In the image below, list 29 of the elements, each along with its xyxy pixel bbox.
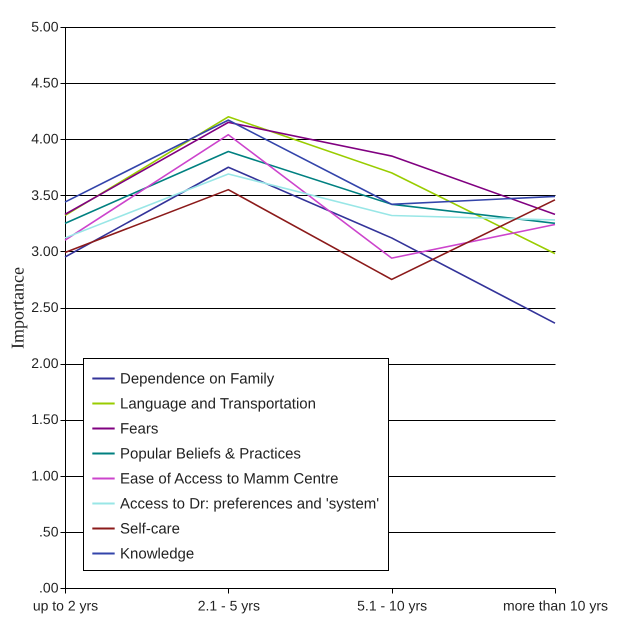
y-tick-label: 3.00 (31, 242, 59, 259)
y-tick-label: 1.50 (31, 411, 59, 428)
legend-label: Popular Beliefs & Practices (120, 446, 301, 462)
y-tick-label: .50 (39, 523, 59, 540)
legend-label: Self-care (120, 520, 180, 538)
line-series (64, 173, 556, 239)
y-tick-label: 2.00 (31, 355, 59, 372)
line-series (64, 188, 556, 280)
x-tick-label: up to 2 yrs (32, 598, 98, 614)
legend-label: Ease of Access to Mamm Centre (120, 470, 338, 488)
y-tick-label: 3.50 (31, 186, 59, 203)
legend-label: Fears (120, 420, 158, 438)
line-series (64, 166, 556, 324)
x-tick-label: 2.1 - 5 yrs (198, 598, 260, 614)
y-tick-label: 5.00 (31, 18, 59, 34)
line-series (64, 116, 556, 254)
legend-label: Dependence on Family (120, 370, 275, 388)
y-tick-label: 1.00 (31, 467, 59, 484)
y-tick-label: 2.50 (31, 299, 59, 315)
line-series (64, 134, 556, 259)
legend-label: Access to Dr: preferences and 'system' (120, 496, 380, 512)
legend-label: Knowledge (120, 546, 194, 562)
legend-label: Language and Transportation (120, 396, 316, 412)
y-tick-label: 4.50 (31, 74, 59, 91)
y-tick-label: .00 (39, 580, 59, 596)
x-tick-label: more than 10 yrs (502, 598, 608, 614)
x-tick-label: 5.1 - 10 yrs (357, 598, 428, 614)
y-tick-label: 4.00 (31, 130, 59, 147)
y-axis-title: Importance (7, 267, 28, 349)
